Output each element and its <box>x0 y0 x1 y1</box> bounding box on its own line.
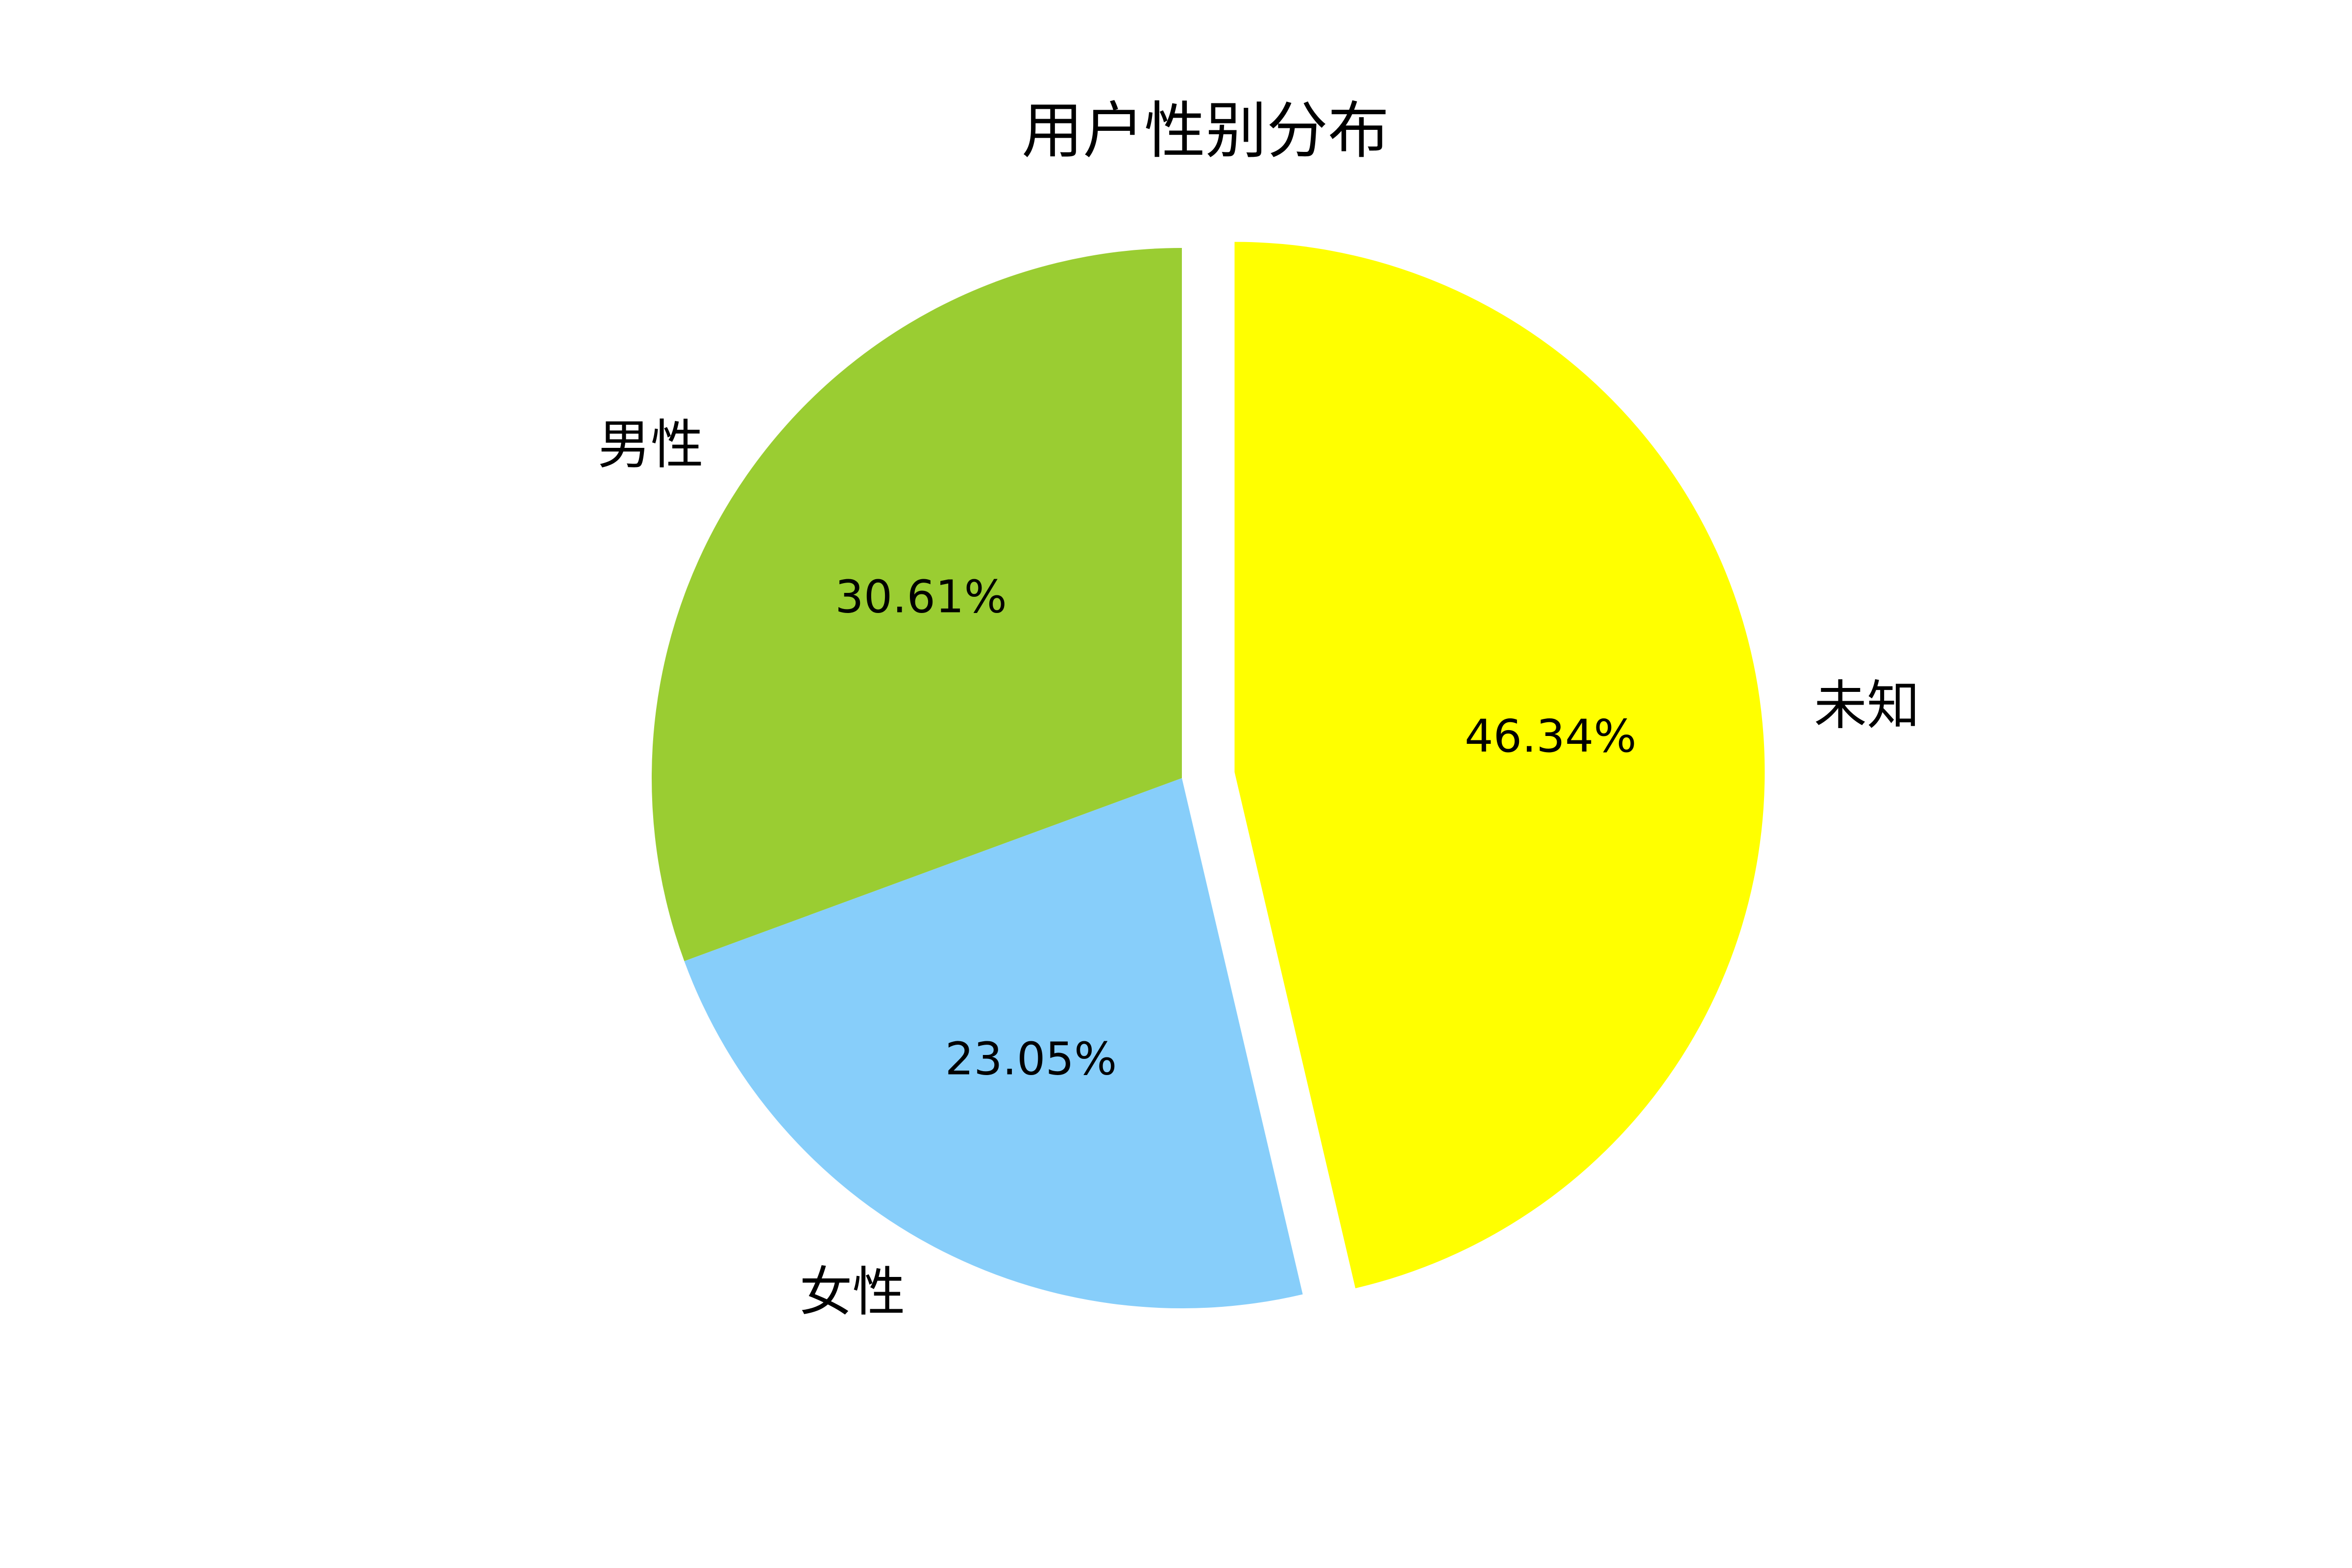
pie-slice-1 <box>651 248 1182 961</box>
pie-slice-3 <box>1234 242 1765 1289</box>
slice-label: 未知 <box>1814 675 1920 736</box>
slice-label: 女性 <box>799 1262 905 1323</box>
chart-title: 用户性别分布 <box>1022 96 1389 167</box>
slice-percent-label: 46.34% <box>1465 710 1637 762</box>
slice-label: 男性 <box>598 415 704 476</box>
pie-slice-2 <box>684 778 1303 1308</box>
slice-percent-label: 23.05% <box>945 1033 1117 1085</box>
slice-percent-label: 30.61% <box>835 571 1007 623</box>
